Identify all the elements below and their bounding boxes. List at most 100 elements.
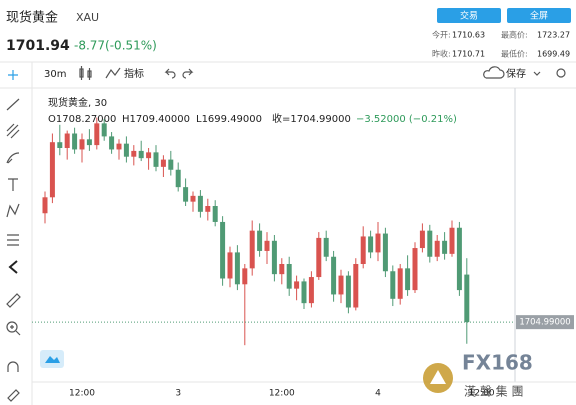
- legend-item: O1708.27000: [48, 114, 116, 125]
- instrument-symbol: XAU: [76, 11, 99, 24]
- stat-value: 1710.63: [452, 31, 485, 40]
- candle-body: [79, 139, 85, 150]
- undo-button[interactable]: [164, 68, 176, 79]
- candle-body: [412, 248, 418, 291]
- candle-body: [160, 159, 166, 167]
- instrument-name: 现货黄金: [6, 10, 58, 26]
- trade-button-label[interactable]: 交易: [460, 10, 478, 22]
- candle-body: [146, 152, 152, 159]
- x-tick-label: 12:00: [469, 389, 495, 399]
- candle-body: [390, 271, 396, 299]
- crosshair-tool[interactable]: [8, 70, 18, 80]
- candle-body: [301, 281, 307, 304]
- candle-body: [345, 275, 351, 308]
- save-button[interactable]: 保存: [506, 67, 526, 80]
- drawing-tools: [6, 70, 21, 402]
- candle-body: [234, 252, 240, 285]
- candle-body: [49, 142, 55, 198]
- interval-button[interactable]: 30m: [44, 69, 66, 80]
- stat-label: 最高价:: [501, 30, 528, 40]
- candle-body: [205, 206, 211, 212]
- legend-item: H1709.40000: [122, 114, 190, 125]
- candle-body: [57, 142, 63, 148]
- candle-body: [131, 150, 137, 157]
- candle-body: [242, 268, 248, 285]
- candle-body: [464, 274, 470, 323]
- legend-item: −3.52000 (−0.21%): [356, 114, 457, 125]
- candle-body: [368, 236, 374, 253]
- candle-body: [338, 275, 344, 295]
- save-dropdown[interactable]: [533, 71, 541, 76]
- candle-body: [168, 159, 174, 170]
- stat-value: 1699.49: [537, 50, 570, 59]
- watermark: FX168 漢 聲 集 團: [423, 351, 533, 399]
- candle-body: [427, 230, 433, 257]
- stat-value: 1723.27: [537, 31, 570, 40]
- brush-tool[interactable]: [6, 152, 20, 164]
- candle-body: [449, 227, 455, 254]
- hide-tool[interactable]: [8, 260, 18, 274]
- candle-body: [279, 264, 285, 275]
- candle-body: [42, 197, 48, 214]
- fullscreen-button-label[interactable]: 全屏: [530, 10, 548, 22]
- lock-tool[interactable]: [7, 389, 20, 402]
- trade-button[interactable]: [437, 8, 501, 23]
- price-change: -8.77(-0.51%): [74, 39, 157, 53]
- candle-body: [405, 268, 411, 291]
- candle-body: [294, 281, 300, 289]
- candle-body: [109, 136, 115, 150]
- candle-body: [197, 195, 203, 212]
- candle-body: [220, 221, 226, 279]
- x-tick-label: 12:00: [269, 389, 295, 399]
- last-price: 1701.94: [6, 38, 70, 54]
- candle-body: [190, 195, 196, 202]
- indicator-button[interactable]: 指标: [124, 67, 144, 80]
- candle-body: [316, 237, 322, 278]
- trendline-tool[interactable]: [6, 98, 20, 111]
- ohlc-legend: O1708.27000 H1709.40000 L1699.49000 收=1704.…: [48, 112, 457, 125]
- candle-body: [397, 268, 403, 299]
- measure-tool[interactable]: [7, 234, 19, 246]
- magnet-tool[interactable]: [7, 361, 19, 372]
- plot-area: 1704.99000: [32, 117, 574, 346]
- stat-label: 今开:: [432, 30, 451, 40]
- pattern-tool[interactable]: [6, 203, 20, 218]
- zoom-tool[interactable]: [6, 321, 18, 333]
- candle-body: [442, 240, 448, 254]
- legend-item: 收=1704.99000: [272, 112, 351, 125]
- candle-body: [94, 123, 100, 146]
- candle-body: [175, 169, 181, 188]
- candle-body: [323, 237, 329, 257]
- stat-label: 最低价:: [501, 49, 528, 59]
- logo-icon: [45, 356, 60, 363]
- cloud-icon[interactable]: [483, 66, 505, 79]
- indicator-icon[interactable]: [105, 67, 121, 79]
- legend-item: L1699.49000: [196, 114, 262, 125]
- settings-button[interactable]: [556, 68, 566, 78]
- candle-body: [249, 230, 255, 269]
- candle-body: [257, 230, 263, 251]
- chart-title: 现货黄金, 30: [48, 96, 107, 109]
- candle-body: [227, 252, 233, 279]
- candle-body: [353, 264, 359, 308]
- candle-body: [456, 227, 462, 291]
- candle-body: [264, 240, 270, 251]
- candle-body: [308, 277, 314, 304]
- candle-body: [123, 143, 129, 157]
- ruler-tool[interactable]: [6, 293, 21, 308]
- watermark-subtitle: 漢 聲 集 團: [464, 384, 523, 399]
- candle-body: [64, 133, 70, 148]
- watermark-brand: FX168: [462, 351, 533, 375]
- fullscreen-button[interactable]: [507, 8, 571, 23]
- candle-body: [286, 264, 292, 289]
- chart-type-button[interactable]: [79, 66, 92, 80]
- last-price-label: 1704.99000: [519, 318, 570, 328]
- candle-body: [434, 240, 440, 257]
- fib-tool[interactable]: [6, 123, 20, 139]
- redo-button[interactable]: [182, 68, 194, 79]
- candle-body: [375, 233, 381, 253]
- text-tool[interactable]: [8, 178, 18, 191]
- candle-body: [138, 150, 144, 159]
